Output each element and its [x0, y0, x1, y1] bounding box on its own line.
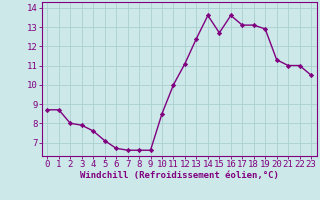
X-axis label: Windchill (Refroidissement éolien,°C): Windchill (Refroidissement éolien,°C) [80, 171, 279, 180]
